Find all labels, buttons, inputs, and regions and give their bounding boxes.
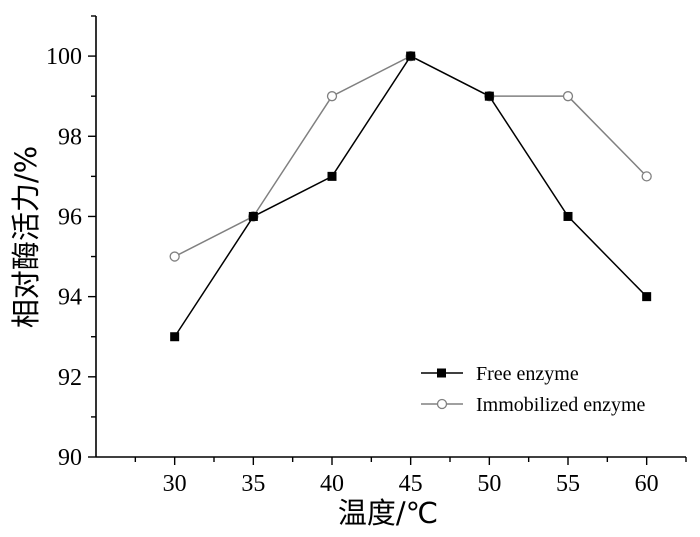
y-tick-label-100: 100: [46, 44, 82, 70]
y-tick-label-96: 96: [58, 204, 82, 230]
axes: [95, 16, 686, 458]
point-immobilized-60: [641, 171, 652, 182]
y-tick-label-94: 94: [58, 285, 82, 311]
x-tick-label-45: 45: [399, 471, 423, 497]
point-free-55: [563, 211, 573, 221]
x-axis-title: 温度/℃: [338, 496, 438, 530]
legend: Free enzyme Immobilized enzyme: [421, 363, 646, 416]
ticks: [88, 15, 687, 465]
y-axis-title: 相对酶活力/%: [9, 146, 43, 328]
point-free-60: [642, 292, 652, 302]
y-tick-label-92: 92: [58, 365, 82, 391]
x-tick-label-60: 60: [635, 471, 659, 497]
tick-labels: 30 35 40 45 50 55 60 90 92 94 96 98 100: [46, 44, 659, 497]
series-lines: [174, 55, 648, 338]
point-free-40: [327, 171, 337, 181]
series-points: [169, 50, 652, 342]
legend-label-immobilized: Immobilized enzyme: [476, 394, 646, 416]
x-tick-label-35: 35: [241, 471, 265, 497]
x-tick-label-55: 55: [556, 471, 580, 497]
point-immobilized-40: [326, 91, 338, 102]
point-free-45: [406, 51, 416, 61]
legend-label-free: Free enzyme: [476, 363, 579, 385]
point-free-35: [248, 211, 258, 221]
point-free-50: [484, 91, 494, 101]
y-tick-label-98: 98: [58, 124, 82, 150]
legend-marker-free: [437, 368, 446, 378]
y-tick-label-90: 90: [58, 445, 82, 471]
series-line-1: [174, 55, 648, 258]
point-immobilized-30: [169, 251, 180, 262]
point-immobilized-55: [562, 91, 574, 102]
x-tick-label-30: 30: [163, 471, 187, 497]
x-tick-label-40: 40: [320, 471, 344, 497]
point-free-30: [170, 332, 180, 342]
series-line-0: [174, 55, 648, 338]
x-tick-label-50: 50: [477, 471, 501, 497]
legend-marker-immobilized: [436, 398, 448, 410]
